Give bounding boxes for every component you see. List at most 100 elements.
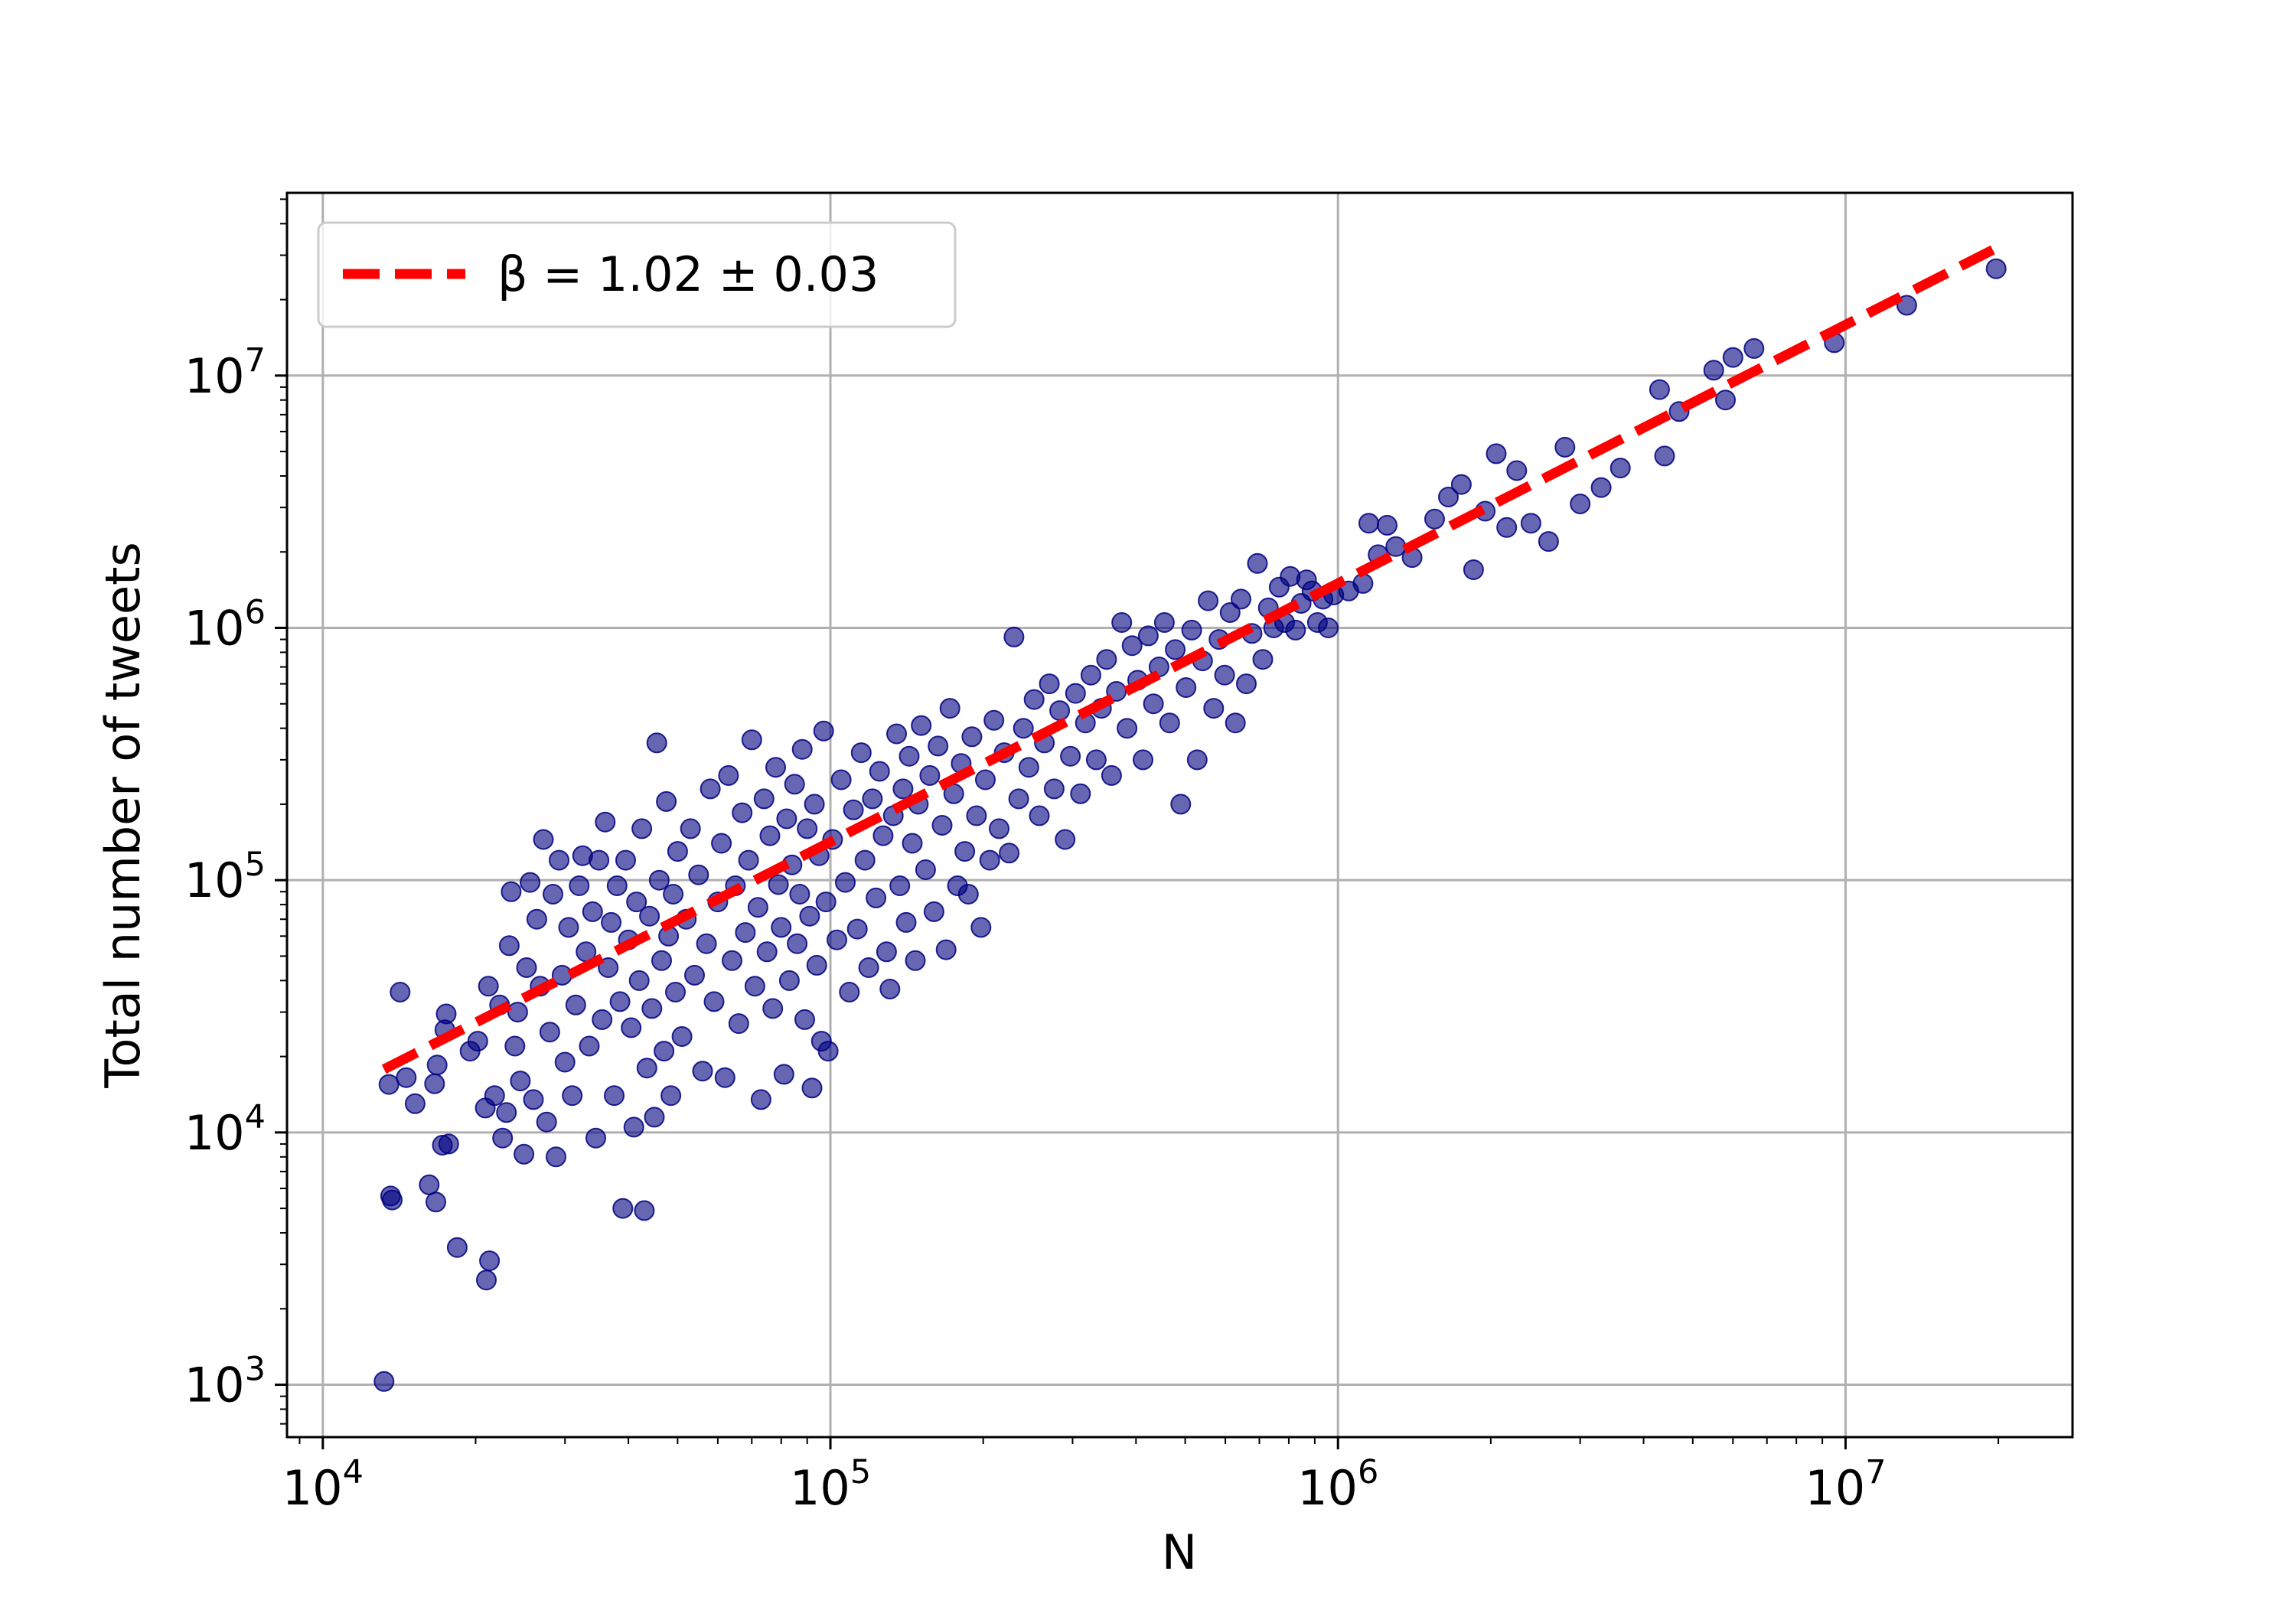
data-point [479, 1250, 501, 1272]
data-point [1080, 664, 1101, 686]
data-point [961, 726, 983, 748]
data-point [1214, 664, 1235, 686]
data-point [404, 1093, 426, 1114]
data-point [1023, 689, 1045, 710]
data-point [651, 950, 672, 971]
data-point [869, 761, 890, 782]
data-point [1252, 649, 1274, 670]
data-point [585, 1127, 606, 1149]
data-point [1424, 508, 1445, 530]
data-point [696, 933, 717, 954]
data-point [700, 778, 721, 800]
data-point [501, 881, 522, 902]
data-point [634, 1200, 655, 1221]
data-point [850, 742, 872, 764]
data-point [1111, 612, 1133, 633]
data-point [722, 950, 742, 971]
x-tick-label: 105 [790, 1453, 871, 1516]
data-point [1352, 572, 1374, 594]
data-point [1520, 513, 1541, 534]
data-point [1570, 494, 1591, 514]
data-point [426, 1054, 448, 1076]
data-point [435, 1003, 457, 1025]
data-point [843, 799, 864, 820]
data-point [759, 825, 781, 846]
data-point [478, 976, 499, 997]
data-point [939, 698, 960, 719]
data-point [1065, 683, 1086, 704]
data-point [1231, 588, 1251, 610]
data-point [854, 849, 876, 871]
y-tick-exponent: 4 [245, 1098, 266, 1136]
data-point [504, 1035, 526, 1057]
data-point [718, 764, 739, 786]
data-point [1133, 749, 1153, 771]
data-point [1703, 360, 1724, 381]
data-point [467, 1031, 488, 1052]
y-tick-exponent: 7 [245, 341, 266, 380]
data-point [741, 729, 762, 751]
data-point [688, 864, 709, 885]
data-point [1463, 559, 1484, 580]
data-point [671, 1026, 693, 1047]
data-point [1060, 745, 1081, 767]
data-point [923, 901, 944, 922]
data-point [612, 1198, 634, 1219]
data-point [815, 892, 837, 913]
y-tick-label: 103 [184, 1351, 266, 1413]
x-tick-exponent: 7 [1865, 1453, 1886, 1491]
data-point [514, 1143, 535, 1165]
data-point [768, 874, 789, 895]
data-point [1219, 602, 1241, 623]
data-point [526, 908, 547, 930]
data-point [562, 1085, 583, 1107]
data-point [983, 709, 1005, 731]
x-tick-base: 10 [1297, 1460, 1358, 1516]
data-point [623, 1116, 644, 1138]
y-tick-label: 106 [184, 593, 266, 656]
data-point [419, 1174, 440, 1195]
data-point [804, 794, 825, 815]
data-point [703, 991, 725, 1012]
data-point [750, 1089, 771, 1110]
y-tick-base: 10 [184, 1358, 245, 1413]
data-point [1165, 639, 1186, 660]
data-point [446, 1237, 468, 1258]
data-point [516, 957, 537, 978]
data-point [892, 778, 914, 800]
data-point [1609, 458, 1631, 479]
data-point [756, 941, 778, 963]
x-tick-base: 10 [790, 1460, 850, 1516]
y-tick-exponent: 6 [245, 593, 266, 631]
data-point [711, 833, 732, 854]
data-point [1554, 436, 1576, 458]
data-point [667, 841, 688, 862]
data-point [648, 869, 670, 891]
data-point [396, 1067, 417, 1088]
data-point [1170, 794, 1192, 815]
data-point [1186, 749, 1208, 771]
data-point [817, 1041, 839, 1062]
legend-fit-line-label: β = 1.02 ± 0.03 [497, 246, 879, 302]
data-point [539, 1022, 560, 1043]
data-point [784, 774, 805, 795]
y-tick-base: 10 [184, 852, 245, 908]
data-point [899, 745, 920, 767]
data-point [1070, 783, 1091, 804]
data-point [1438, 487, 1459, 507]
data-point [1018, 757, 1039, 778]
data-point [1121, 635, 1143, 657]
data-point [765, 757, 786, 778]
data-point [1649, 379, 1670, 400]
data-point [787, 933, 808, 954]
data-point [1096, 649, 1117, 670]
data-point [830, 769, 852, 790]
y-tick-exponent: 3 [245, 1351, 266, 1389]
data-point [762, 998, 784, 1019]
data-point [549, 849, 569, 871]
data-point [558, 917, 579, 938]
data-point [744, 976, 765, 997]
data-point [794, 1009, 815, 1030]
